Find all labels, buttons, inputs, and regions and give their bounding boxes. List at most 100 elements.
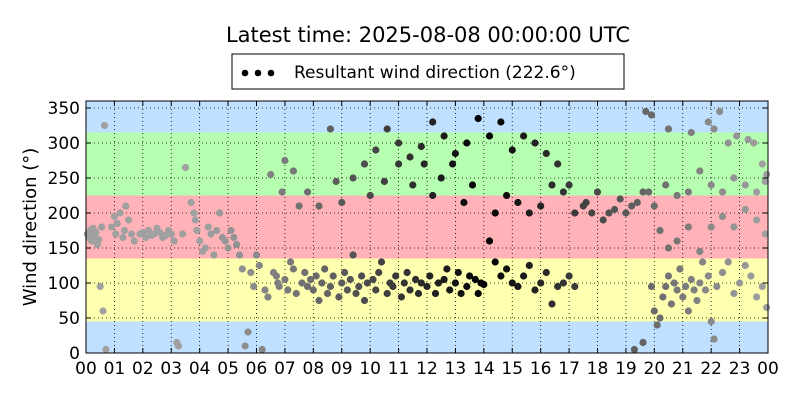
data-point (125, 216, 133, 224)
data-point (224, 244, 232, 252)
x-tick-label: 10 (359, 359, 381, 379)
data-point (400, 279, 408, 287)
data-point (639, 338, 647, 347)
data-point (343, 286, 351, 294)
data-point (676, 265, 684, 273)
data-point (98, 223, 106, 231)
data-point (363, 279, 371, 287)
direction-bands (86, 101, 768, 353)
x-tick-label: 05 (217, 359, 239, 379)
data-point (537, 202, 545, 210)
data-point (730, 223, 738, 231)
data-point (295, 202, 303, 210)
data-point (763, 170, 771, 179)
data-point (335, 293, 343, 301)
data-point (542, 268, 550, 277)
data-point (426, 272, 434, 280)
data-point (741, 205, 749, 214)
data-point (352, 289, 360, 298)
y-axis-label: Wind direction (°) (20, 148, 41, 307)
data-point (701, 286, 710, 294)
data-point (758, 282, 766, 291)
data-point (99, 307, 107, 315)
y-tick-label: 0 (69, 344, 80, 364)
data-point (716, 107, 724, 116)
data-point (696, 167, 704, 175)
data-point (395, 160, 403, 168)
data-point (520, 272, 528, 280)
data-point (207, 230, 215, 238)
data-point (261, 286, 269, 294)
data-point (718, 268, 727, 277)
x-tick-label: 20 (644, 359, 666, 379)
x-tick-label: 22 (700, 359, 722, 379)
data-point (684, 307, 693, 315)
data-point (210, 251, 218, 259)
data-point (468, 181, 477, 189)
data-point (736, 279, 744, 287)
data-point (710, 335, 718, 343)
data-point (622, 209, 630, 217)
data-point (96, 282, 104, 291)
data-point (571, 282, 579, 291)
data-point (247, 268, 255, 277)
data-point (341, 268, 349, 277)
data-point (503, 191, 511, 200)
data-point (420, 160, 428, 168)
data-point (554, 160, 562, 168)
data-point (193, 226, 201, 235)
data-point (699, 258, 707, 266)
data-point (92, 229, 100, 237)
data-point (713, 282, 721, 291)
data-point (497, 272, 505, 280)
data-point (656, 314, 664, 322)
data-point (650, 202, 658, 210)
data-point (360, 160, 369, 168)
y-axis-tick-labels: 0 50 100 150 200 250 300 350 (48, 99, 80, 364)
data-point (216, 209, 224, 217)
data-point (174, 342, 182, 350)
data-point (659, 293, 667, 301)
data-point (409, 181, 417, 189)
data-point (275, 282, 283, 291)
data-point (633, 198, 641, 207)
data-point (252, 251, 261, 259)
data-point (704, 272, 712, 280)
data-point (704, 118, 712, 126)
data-point (326, 282, 334, 291)
data-point (460, 198, 468, 207)
data-point (514, 198, 522, 207)
data-point (679, 293, 687, 301)
x-tick-label: 14 (473, 359, 495, 379)
data-point (664, 244, 673, 252)
data-point (338, 198, 346, 207)
data-point (673, 191, 681, 200)
data-point (377, 258, 386, 266)
data-point (520, 132, 528, 140)
data-point (355, 282, 363, 291)
data-point (687, 275, 695, 284)
data-point (191, 216, 199, 224)
data-point (451, 279, 459, 287)
data-point (525, 209, 533, 217)
data-point (724, 258, 732, 266)
data-point (437, 174, 445, 182)
data-point (349, 174, 357, 182)
data-point (537, 279, 545, 287)
data-point (142, 233, 150, 242)
data-point (673, 286, 681, 294)
x-tick-label: 17 (558, 359, 580, 379)
data-point (264, 293, 272, 301)
data-point (616, 195, 624, 203)
data-point (272, 272, 280, 280)
data-point (346, 275, 354, 284)
y-tick-label: 250 (48, 169, 80, 189)
data-point (670, 279, 678, 287)
data-points (83, 107, 771, 354)
data-point (718, 188, 727, 196)
data-point (429, 191, 437, 200)
data-point (417, 279, 425, 287)
data-point (750, 139, 758, 147)
data-point (403, 268, 411, 277)
data-point (127, 230, 136, 238)
